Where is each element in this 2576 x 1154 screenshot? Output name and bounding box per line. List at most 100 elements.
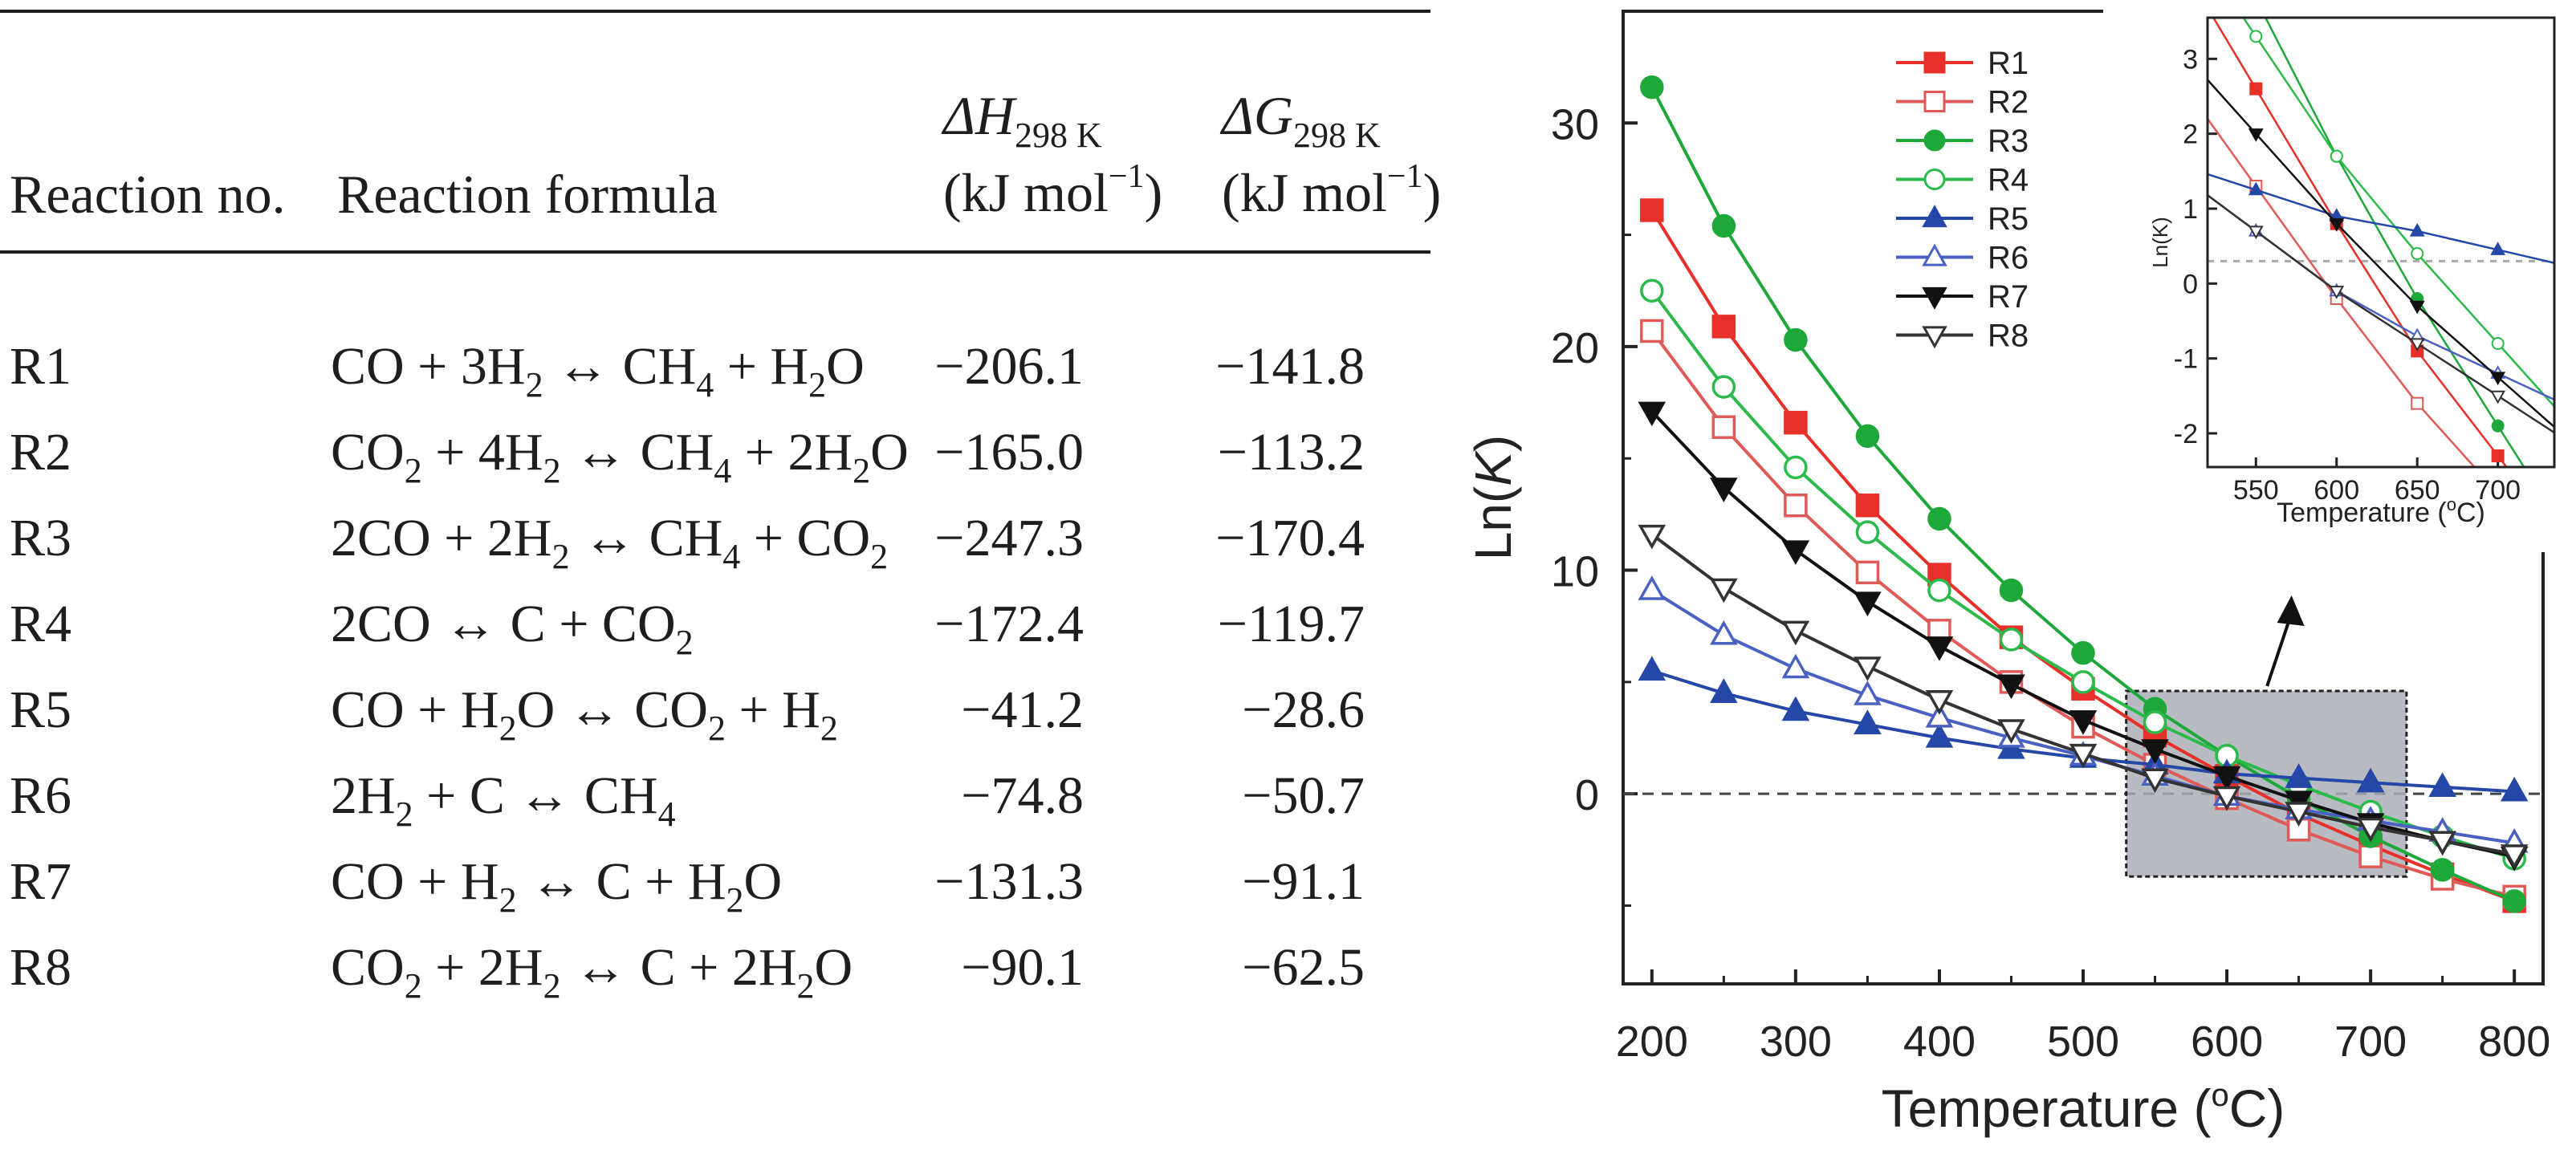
legend-label: R1 (1988, 46, 2029, 81)
reaction-number: R3 (10, 509, 72, 567)
reaction-formula: 2CO + 2H2 ↔ CH4 + CO2 (331, 509, 888, 575)
data-point (2069, 710, 2098, 735)
data-point (2358, 844, 2383, 868)
data-point (2141, 739, 2169, 764)
formula-text: CO (331, 423, 405, 482)
inset-y-tick-label: -1 (2174, 344, 2198, 375)
main-x-axis-label: Temperature (oC) (1882, 1078, 2285, 1138)
delta-g-value: −141.8 (1215, 337, 1365, 396)
data-point (2411, 396, 2424, 410)
delta-g-symbol: ΔG (1222, 85, 1294, 146)
data-point (1638, 656, 1666, 681)
data-point (1781, 653, 1810, 679)
reaction-number: R6 (10, 766, 72, 825)
formula-subscript: 2 (404, 451, 422, 490)
formula-text: + C ↔ CH (413, 766, 658, 825)
formula-text: + 4H (421, 423, 543, 482)
formula-subscript: 2 (707, 709, 726, 748)
data-point (2491, 337, 2505, 350)
reaction-formula: CO + 3H2 ↔ CH4 + H2O (331, 337, 865, 403)
formula-text: CO + 3H (331, 337, 526, 396)
data-point (2430, 858, 2455, 882)
reaction-formula: CO + H2 ↔ C + H2O (331, 855, 782, 918)
header-reaction-formula: Reaction formula (337, 164, 718, 225)
data-point (2249, 30, 2263, 43)
data-point (2212, 766, 2241, 791)
formula-text: + H (714, 337, 809, 396)
legend-label: R4 (1988, 163, 2029, 198)
inset-y-tick-label: 3 (2183, 44, 2198, 75)
data-point (1925, 636, 1954, 661)
data-point (2490, 372, 2506, 386)
legend-label: R3 (1988, 124, 2029, 159)
unit-exponent: −1 (1386, 158, 1423, 195)
data-point (1922, 286, 1947, 310)
legend-label: R7 (1988, 279, 2029, 315)
main-series-group (1638, 75, 2529, 913)
x-tick-label: 800 (2478, 1018, 2550, 1066)
delta-g-value: −170.4 (1215, 509, 1365, 567)
data-point (2428, 772, 2456, 797)
reaction-formula: CO2 + 2H2 ↔ C + 2H2O (331, 941, 853, 1004)
data-point (1784, 494, 1808, 518)
data-point (2409, 338, 2425, 352)
formula-text: CO + H (331, 681, 499, 739)
data-point (1711, 315, 1736, 339)
inset-series-line (2242, 18, 2554, 408)
formula-subscript: 4 (696, 365, 714, 404)
delta-h-value: −90.1 (961, 938, 1084, 997)
formula-text: 2CO + 2H (331, 509, 552, 567)
data-point (2330, 149, 2343, 163)
legend-label: R5 (1988, 201, 2029, 237)
data-point (1925, 702, 1954, 728)
data-point (2071, 640, 2095, 665)
main-y-axis-label: Ln(K) (1464, 435, 1522, 561)
inset-x-tick-label: 700 (2475, 475, 2521, 506)
delta-g-value: −28.6 (1242, 681, 1365, 739)
data-point (2143, 710, 2167, 734)
data-point (1923, 91, 1946, 112)
inset-series-line (2264, 18, 2525, 467)
data-point (2428, 831, 2456, 856)
y-tick-label: 0 (1575, 771, 1599, 819)
data-point (2248, 181, 2264, 196)
reaction-table: Reaction no. Reaction formula ΔH298 K (k… (0, 10, 1441, 1004)
data-point (2490, 242, 2506, 255)
data-point (1710, 477, 1738, 502)
data-point (1781, 540, 1810, 565)
legend-item-r5: R5 (1896, 201, 2029, 237)
data-point (2409, 222, 2425, 237)
header-delta-h: ΔH298 K (943, 88, 1102, 153)
formula-subscript: 2 (726, 880, 744, 920)
reaction-formula: CO2 + 4H2 ↔ CH4 + 2H2O (331, 423, 909, 489)
data-point (2248, 226, 2264, 240)
data-point (1711, 213, 1736, 238)
inset-y-tick-label: -2 (2174, 419, 2198, 449)
legend-item-r2: R2 (1896, 85, 2029, 120)
formula-text: O (826, 337, 865, 396)
delta-h-value: −131.3 (934, 852, 1084, 911)
data-point (1854, 656, 1882, 681)
formula-subscript: 2 (404, 966, 422, 1006)
formula-text: + H (725, 681, 820, 739)
data-point (1997, 719, 2025, 744)
data-point (1927, 578, 1951, 603)
zoom-arrow (2265, 595, 2305, 687)
reaction-number: R1 (10, 337, 72, 396)
legend-item-r8: R8 (1896, 319, 2029, 354)
arrow-head (2277, 595, 2305, 626)
inset-x-tick-label: 600 (2314, 475, 2359, 506)
data-point (1854, 681, 1882, 705)
delta-h-value: −41.2 (961, 681, 1084, 739)
reaction-formula: CO + H2O ↔ CO2 + H2 (331, 681, 838, 746)
inset-y-axis-label: Ln(K) (2148, 217, 2172, 268)
data-point (1781, 620, 1810, 646)
data-point (2409, 300, 2425, 315)
data-point (2250, 0, 2261, 5)
formula-subscript: 4 (657, 794, 676, 834)
inset-series-line (2208, 118, 2476, 467)
data-point (1784, 410, 1808, 435)
formula-text: O ↔ CO (516, 681, 708, 739)
inset-series-line (2208, 194, 2554, 434)
